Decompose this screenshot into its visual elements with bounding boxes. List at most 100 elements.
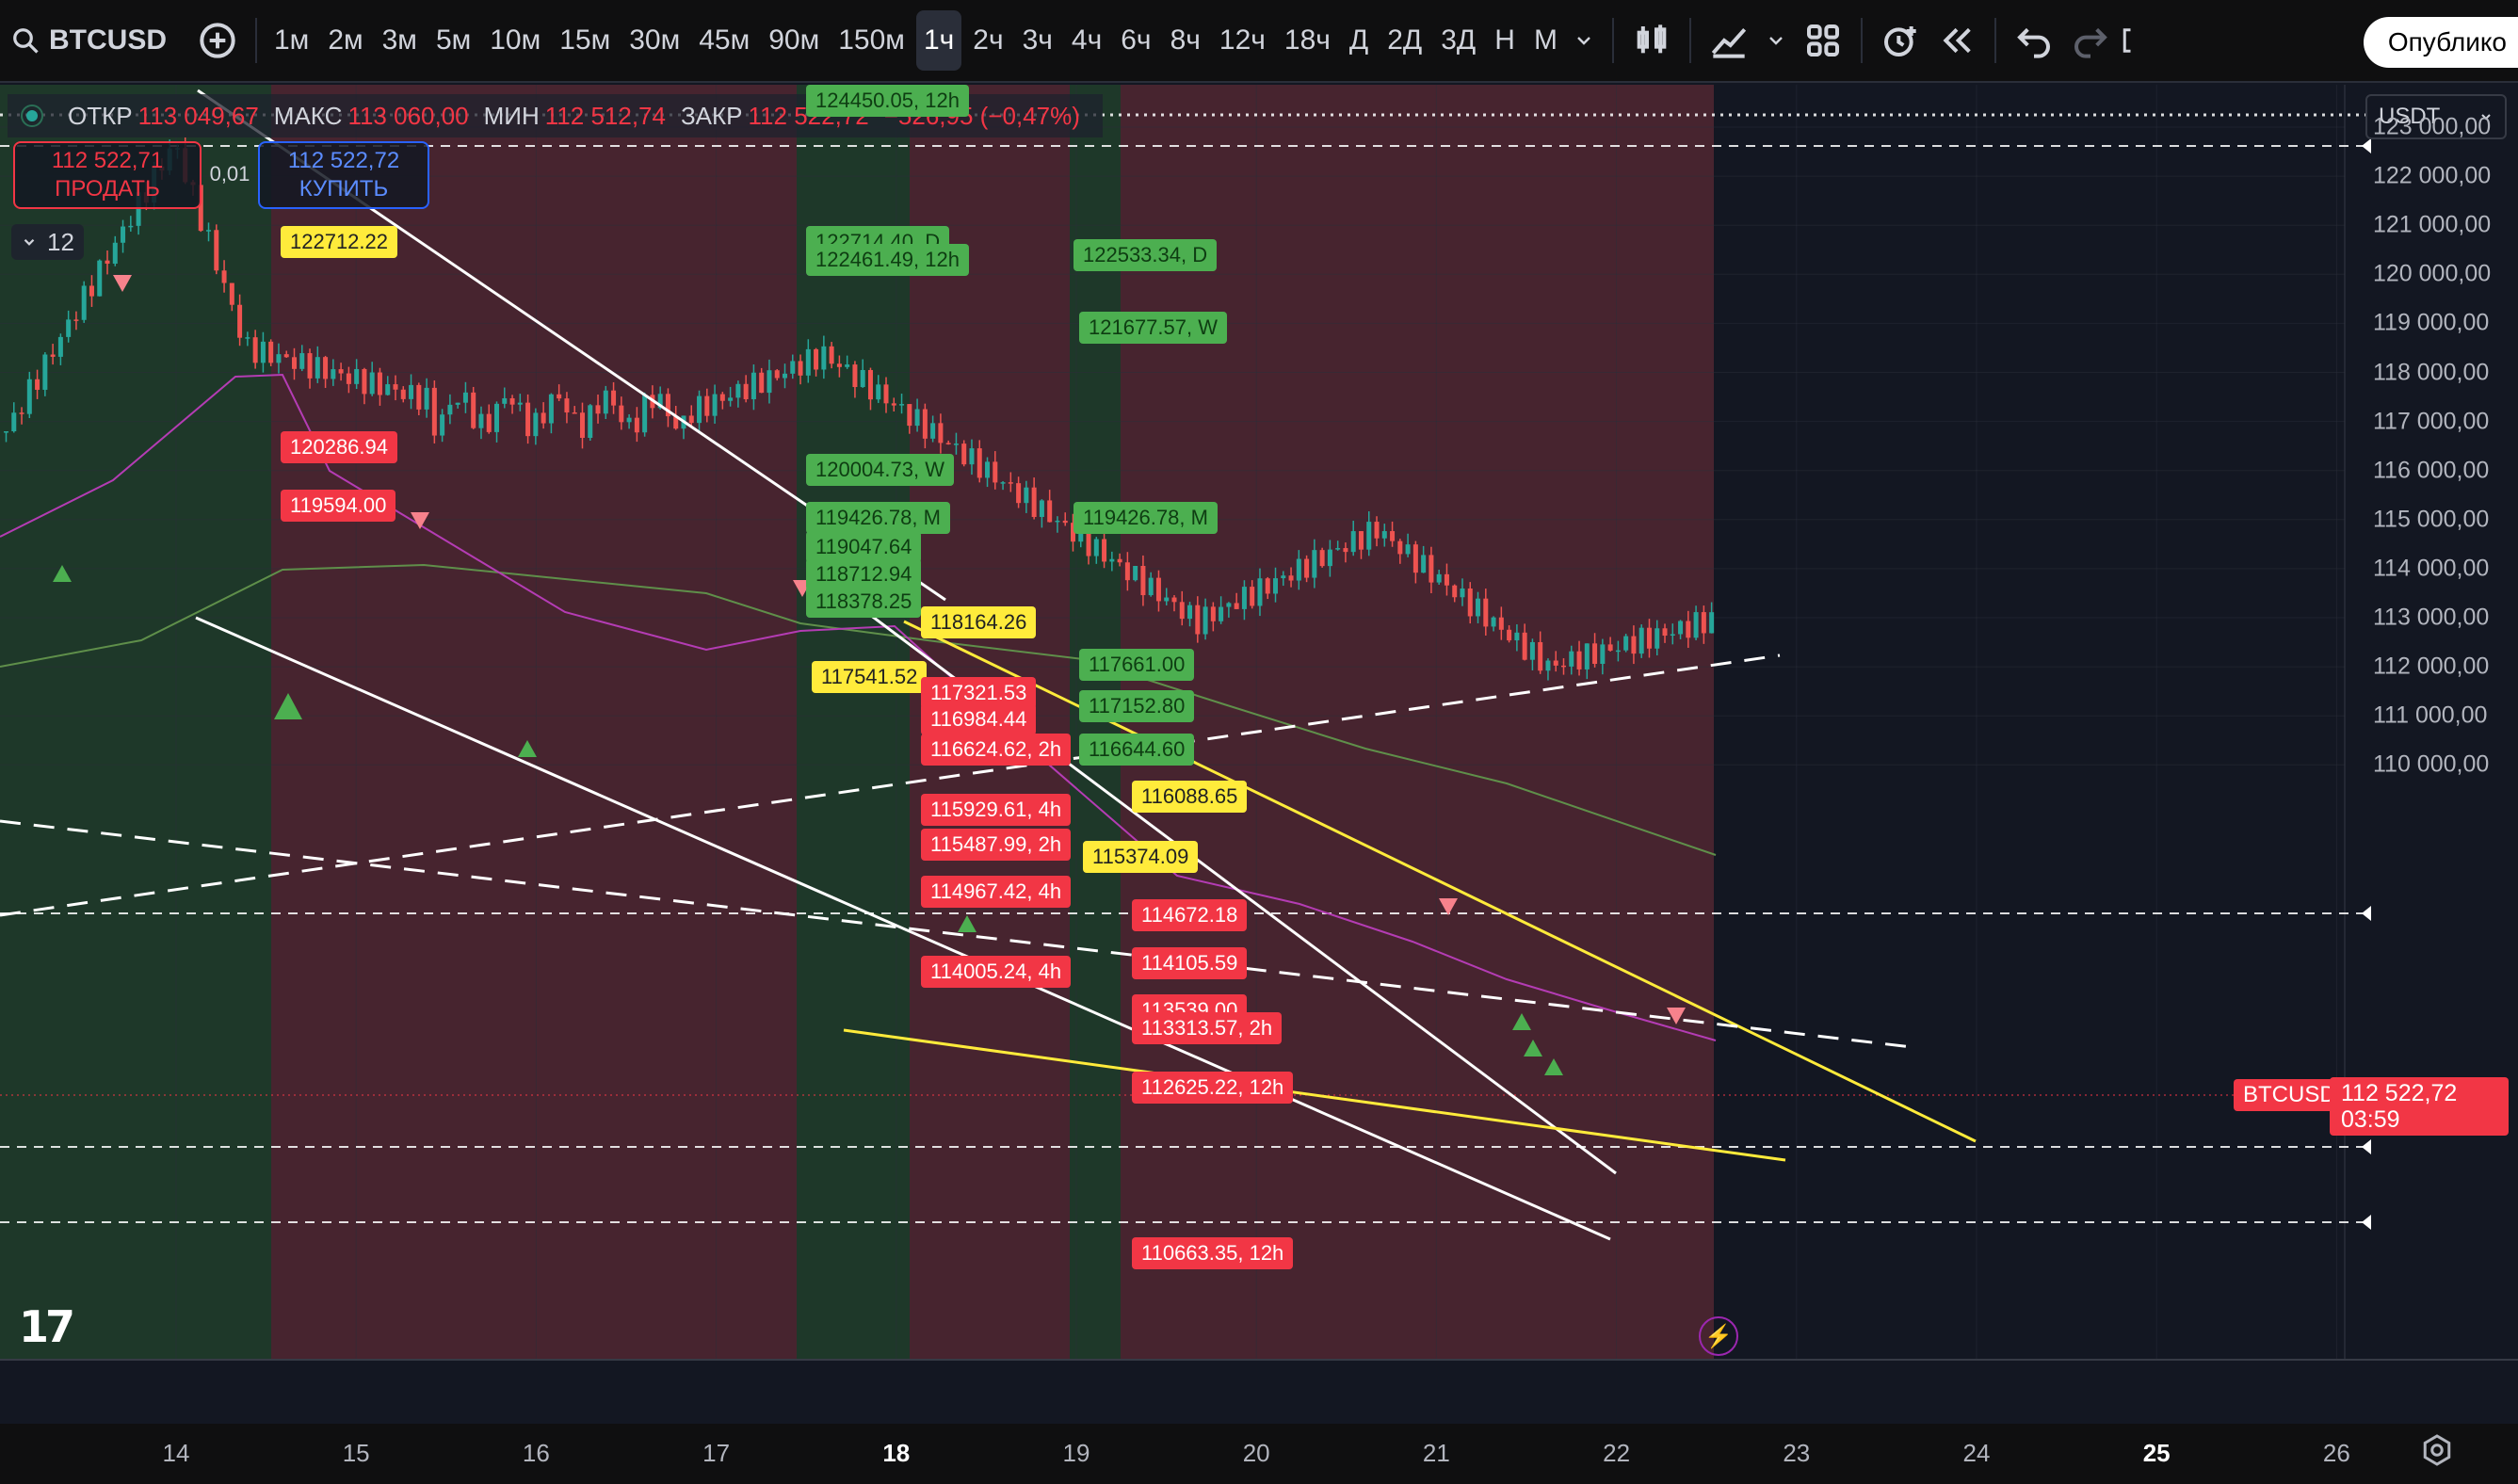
price-level-label[interactable]: 124450.05, 12h bbox=[806, 85, 969, 117]
price-level-label[interactable]: 112625.22, 12h bbox=[1132, 1072, 1294, 1104]
alert-button[interactable] bbox=[1872, 10, 1929, 71]
timeframe-5м[interactable]: 5м bbox=[435, 24, 472, 56]
timeframe-1ч[interactable]: 1ч bbox=[915, 10, 962, 71]
price-level-label[interactable]: 116088.65 bbox=[1132, 781, 1248, 813]
price-level-label[interactable]: 118712.94 bbox=[806, 558, 922, 590]
timeframe-2Д[interactable]: 2Д bbox=[1387, 24, 1423, 56]
moving-average-fast bbox=[0, 373, 1717, 1041]
candle-body bbox=[1452, 585, 1458, 598]
price-level-label[interactable]: 114967.42, 4h bbox=[921, 876, 1072, 908]
timeframe-М[interactable]: М bbox=[1533, 24, 1558, 56]
price-level-label[interactable]: 117661.00 bbox=[1079, 649, 1195, 681]
price-level-label[interactable]: 119426.78, M bbox=[806, 502, 950, 534]
price-level-label[interactable]: 113313.57, 2h bbox=[1132, 1012, 1283, 1044]
close-label: ЗАКР bbox=[680, 101, 743, 130]
price-level-label[interactable]: 114105.59 bbox=[1132, 947, 1248, 979]
timeframe-1м[interactable]: 1м bbox=[274, 24, 310, 56]
timeframe-150м[interactable]: 150м bbox=[838, 24, 905, 56]
price-level-label[interactable]: 117541.52 bbox=[812, 661, 928, 693]
redo-button[interactable] bbox=[2062, 10, 2119, 71]
timeframe-3ч[interactable]: 3ч bbox=[1022, 24, 1053, 56]
candle-body bbox=[1070, 523, 1075, 542]
candle-body bbox=[128, 225, 134, 228]
timeframe-2ч[interactable]: 2ч bbox=[973, 24, 1004, 56]
layouts-button[interactable] bbox=[1795, 10, 1851, 71]
price-level-label[interactable]: 114005.24, 4h bbox=[921, 956, 1072, 988]
timeframe-15м[interactable]: 15м bbox=[559, 24, 611, 56]
price-level-label[interactable]: 119047.64 bbox=[806, 531, 922, 563]
indicators-dropdown-button[interactable] bbox=[1757, 10, 1795, 71]
trendline-yellow bbox=[843, 1028, 1786, 1162]
timeframe-10м[interactable]: 10м bbox=[490, 24, 541, 56]
price-level-label[interactable]: 121677.57, W bbox=[1079, 312, 1227, 344]
undo-button[interactable] bbox=[2006, 10, 2062, 71]
timeframe-8ч[interactable]: 8ч bbox=[1170, 24, 1201, 56]
timeframe-3Д[interactable]: 3Д bbox=[1441, 24, 1477, 56]
fullscreen-button[interactable] bbox=[2119, 10, 2147, 71]
price-level-label[interactable]: 116624.62, 2h bbox=[921, 734, 1072, 766]
timeframe-12ч[interactable]: 12ч bbox=[1219, 24, 1266, 56]
candle-body bbox=[1210, 606, 1216, 621]
compare-symbol-button[interactable] bbox=[189, 10, 246, 71]
buy-button[interactable]: 112 522,72 КУПИТЬ bbox=[258, 141, 429, 209]
timeframe-Н[interactable]: Н bbox=[1494, 24, 1515, 56]
rewind-icon bbox=[1943, 27, 1971, 54]
publish-button[interactable]: Опублико bbox=[2363, 17, 2518, 68]
price-level-label[interactable]: 118164.26 bbox=[921, 606, 1037, 638]
price-level-label[interactable]: 115374.09 bbox=[1083, 841, 1199, 873]
price-level-label[interactable]: 120004.73, W bbox=[806, 454, 954, 486]
timeframe-6ч[interactable]: 6ч bbox=[1121, 24, 1152, 56]
candle-body bbox=[1226, 603, 1232, 607]
price-level-label[interactable]: 119594.00 bbox=[281, 490, 396, 522]
currency-select[interactable]: USDT bbox=[2365, 94, 2507, 139]
price-level-label[interactable]: 114672.18 bbox=[1132, 899, 1248, 931]
chart-pane[interactable] bbox=[0, 85, 2518, 1484]
timeframe-2м[interactable]: 2м bbox=[328, 24, 363, 56]
candle-body bbox=[1187, 605, 1193, 620]
timeframe-dropdown-button[interactable] bbox=[1565, 10, 1603, 71]
candle-body bbox=[767, 370, 772, 394]
sell-button[interactable]: 112 522,71 ПРОДАТЬ bbox=[13, 141, 202, 209]
price-level-label[interactable]: 119426.78, M bbox=[1073, 502, 1218, 534]
price-level-label[interactable]: 122533.34, D bbox=[1073, 239, 1218, 271]
price-level-label[interactable]: 115929.61, 4h bbox=[921, 794, 1072, 826]
candle-body bbox=[1390, 531, 1396, 541]
tradingview-logo[interactable]: 17 bbox=[19, 1301, 75, 1352]
open-label: ОТКР bbox=[68, 101, 133, 130]
candle-body bbox=[1561, 665, 1566, 668]
chart-canvas[interactable] bbox=[0, 85, 2518, 1484]
candle-body bbox=[688, 415, 694, 424]
price-level-label[interactable]: 122712.22 bbox=[281, 226, 397, 258]
price-level-label[interactable]: 110663.35, 12h bbox=[1132, 1237, 1294, 1269]
buy-price: 112 522,72 bbox=[287, 148, 400, 173]
candle-body bbox=[299, 353, 305, 369]
price-level-label[interactable]: 120286.94 bbox=[281, 431, 397, 463]
symbol-search-button[interactable]: BTCUSD bbox=[0, 10, 176, 71]
timeframe-3м[interactable]: 3м bbox=[381, 24, 417, 56]
candle-body bbox=[35, 379, 40, 390]
replay-button[interactable] bbox=[1929, 10, 1985, 71]
timeframe-30м[interactable]: 30м bbox=[629, 24, 681, 56]
price-level-label[interactable]: 117152.80 bbox=[1079, 690, 1195, 722]
timeframe-45м[interactable]: 45м bbox=[699, 24, 751, 56]
settings-icon[interactable] bbox=[2420, 1433, 2454, 1467]
price-level-label[interactable]: 122461.49, 12h bbox=[806, 244, 969, 276]
candle-body bbox=[214, 230, 219, 271]
indicators-toggle[interactable]: 12 bbox=[11, 224, 84, 260]
price-level-label[interactable]: 116984.44 bbox=[921, 703, 1037, 735]
buy-signal-icon bbox=[1544, 1058, 1563, 1075]
price-level-label[interactable]: 115487.99, 2h bbox=[921, 829, 1072, 861]
timeframe-90м[interactable]: 90м bbox=[768, 24, 820, 56]
timeframe-Д[interactable]: Д bbox=[1348, 24, 1369, 56]
price-level-label[interactable]: 116644.60 bbox=[1079, 734, 1195, 766]
indicators-button[interactable] bbox=[1701, 10, 1757, 71]
market-status-icon[interactable] bbox=[21, 105, 43, 127]
chart-type-button[interactable] bbox=[1623, 10, 1680, 71]
timeframe-18ч[interactable]: 18ч bbox=[1283, 24, 1331, 56]
axis-marker-icon bbox=[2362, 1215, 2371, 1230]
candle-body bbox=[42, 354, 48, 390]
lightning-icon[interactable]: ⚡ bbox=[1699, 1316, 1738, 1356]
timeframe-4ч[interactable]: 4ч bbox=[1071, 24, 1103, 56]
candle-body bbox=[1460, 588, 1465, 598]
price-level-label[interactable]: 118378.25 bbox=[806, 586, 922, 618]
